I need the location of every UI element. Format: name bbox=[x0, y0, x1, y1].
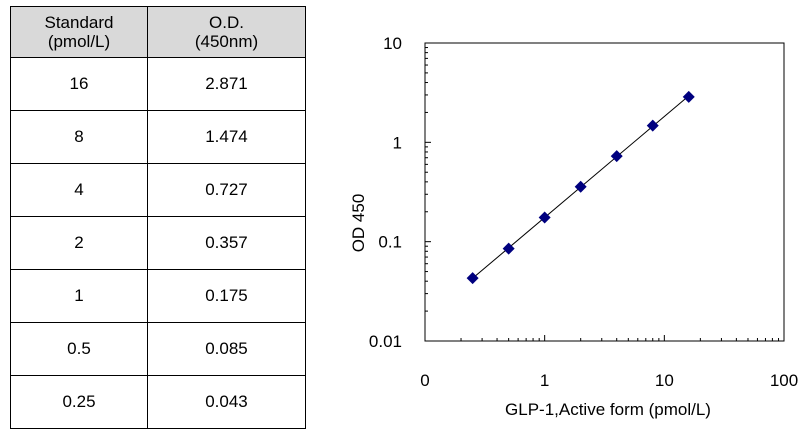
cell-od: 0.085 bbox=[147, 322, 306, 376]
header-od: O.D. (450nm) bbox=[147, 6, 306, 58]
table-row: 2 0.357 bbox=[10, 216, 306, 270]
cell-od: 1.474 bbox=[147, 110, 306, 164]
table-row: 0.5 0.085 bbox=[10, 322, 306, 376]
y-tick-label: 0.01 bbox=[369, 332, 402, 351]
header-od-line2: (450nm) bbox=[194, 32, 259, 51]
table-row: 1 0.175 bbox=[10, 269, 306, 323]
data-point bbox=[682, 90, 695, 103]
cell-standard: 1 bbox=[10, 269, 148, 323]
y-tick-label: 10 bbox=[383, 34, 402, 53]
cell-standard: 8 bbox=[10, 110, 148, 164]
x-tick-label: 0 bbox=[420, 371, 429, 390]
data-point bbox=[538, 211, 551, 224]
data-point bbox=[574, 180, 587, 193]
data-point bbox=[610, 150, 623, 163]
table-row: 0.25 0.043 bbox=[10, 375, 306, 429]
x-tick-label: 1 bbox=[540, 371, 549, 390]
header-standard: Standard (pmol/L) bbox=[10, 6, 148, 58]
cell-standard: 2 bbox=[10, 216, 148, 270]
cell-standard: 16 bbox=[10, 57, 148, 111]
x-tick-label: 100 bbox=[770, 371, 798, 390]
plot-frame bbox=[424, 42, 785, 342]
cell-standard: 0.5 bbox=[10, 322, 148, 376]
cell-standard: 4 bbox=[10, 163, 148, 217]
x-axis-label: GLP-1,Active form (pmol/L) bbox=[505, 400, 711, 419]
data-point bbox=[466, 272, 479, 285]
data-point bbox=[646, 119, 659, 132]
header-od-line1: O.D. bbox=[209, 13, 244, 32]
table-row: 16 2.871 bbox=[10, 57, 306, 111]
y-tick-label: 0.1 bbox=[378, 233, 402, 252]
table-row: 8 1.474 bbox=[10, 110, 306, 164]
cell-od: 0.357 bbox=[147, 216, 306, 270]
x-tick-label: 10 bbox=[655, 371, 674, 390]
header-standard-line2: (pmol/L) bbox=[47, 32, 111, 51]
cell-od: 2.871 bbox=[147, 57, 306, 111]
cell-od: 0.727 bbox=[147, 163, 306, 217]
table-row: 4 0.727 bbox=[10, 163, 306, 217]
y-axis-label: OD 450 bbox=[349, 194, 368, 253]
y-tick-label: 1 bbox=[393, 133, 402, 152]
standards-table: Standard (pmol/L) O.D. (450nm) 16 2.871 8… bbox=[10, 6, 306, 429]
table-header-row: Standard (pmol/L) O.D. (450nm) bbox=[10, 6, 306, 58]
cell-od: 0.043 bbox=[147, 375, 306, 429]
header-standard-line1: Standard bbox=[44, 13, 114, 32]
cell-standard: 0.25 bbox=[10, 375, 148, 429]
cell-od: 0.175 bbox=[147, 269, 306, 323]
data-point bbox=[502, 242, 515, 255]
